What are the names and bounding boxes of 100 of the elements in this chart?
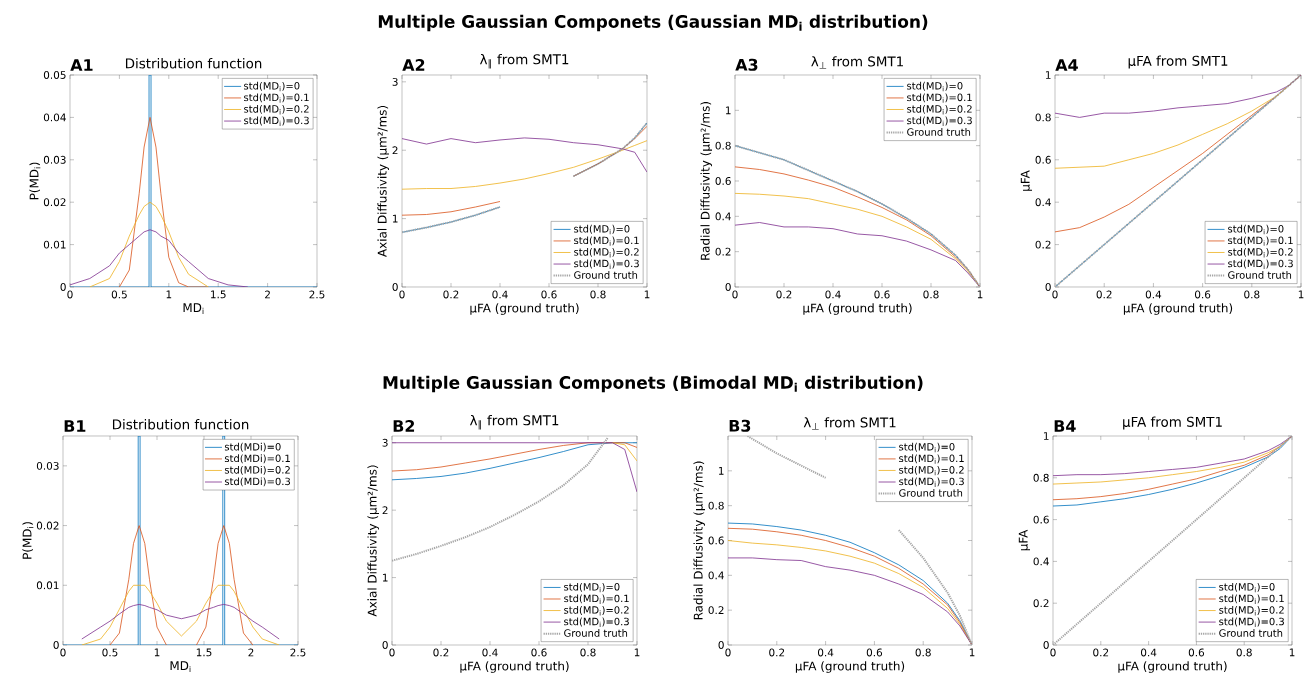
x-tick-label: 0.8 <box>915 648 931 657</box>
y-tick-label: 3 <box>392 77 398 86</box>
legend-label: std(MD$_{i}$)=0.1 <box>899 454 964 464</box>
y-tick-label: 0.2 <box>708 606 724 615</box>
x-tick-label: 1.5 <box>196 648 212 657</box>
y-axis-title: Axial Diffusivity (μm²/ms) <box>367 465 379 617</box>
y-tick-label: 0.4 <box>1033 557 1049 566</box>
y-tick-label: 0.8 <box>715 141 731 150</box>
legend-label: std(MD$_{i}$)=0.3 <box>244 116 309 126</box>
y-tick-label: 0 <box>1045 283 1051 291</box>
y-tick-label: 0.8 <box>1033 473 1049 482</box>
legend-label: Ground truth <box>907 128 971 136</box>
legend-label: std(MD$_{i}$)=0.1 <box>574 236 639 246</box>
y-tick-label: 1 <box>392 214 398 223</box>
x-tick-label: 0.8 <box>1236 648 1252 657</box>
x-tick-label: 1.5 <box>211 290 226 299</box>
legend-label: std(MD$_{i}$)=0.3 <box>1228 259 1293 269</box>
chart-title: λ$_{∥}$ from SMT1 <box>469 414 559 430</box>
y-tick-label: 1 <box>1043 432 1049 440</box>
x-tick-label: 0.6 <box>531 648 547 657</box>
y-tick-label: 0.8 <box>1035 113 1051 122</box>
x-tick-label: 0.2 <box>776 290 792 299</box>
text: B3 <box>729 419 751 432</box>
y-tick-label: 0.4 <box>715 212 731 221</box>
y-tick-label: 0.8 <box>708 501 724 510</box>
x-tick-label: 0.5 <box>111 290 127 299</box>
line-series <box>89 201 209 287</box>
y-tick-label: 0.02 <box>43 198 66 207</box>
x-tick-label: 0 <box>732 290 738 299</box>
y-tick-label: 1 <box>382 573 388 582</box>
legend-label: Ground truth <box>899 489 963 497</box>
legend-label: std(MDi)=0.2 <box>224 465 290 475</box>
legend-label: std(MD$_{i}$)=0.2 <box>574 247 639 258</box>
chart-title: Distribution function <box>125 58 262 69</box>
y-tick-label: 2 <box>392 146 398 155</box>
x-tick-label: 0 <box>399 290 405 299</box>
y-tick-label: 0.02 <box>36 521 59 530</box>
legend-label: Ground truth <box>1219 629 1283 637</box>
y-tick-label: 0.2 <box>715 247 731 256</box>
y-axis-title: μFA <box>1018 529 1031 551</box>
chart-title: λ$_{⊥}$ from SMT1 <box>811 56 903 69</box>
y-axis-title: P(MD$_{i}$) <box>29 162 41 200</box>
x-tick-label: 0.6 <box>541 290 557 299</box>
x-axis-title: μFA (ground truth) <box>795 661 905 673</box>
x-tick-label: 0.4 <box>817 648 834 657</box>
x-axis-title: μFA (ground truth) <box>803 303 912 315</box>
x-tick-label: 0 <box>1052 290 1058 299</box>
legend-label: std(MD$_{i}$)=0.3 <box>564 617 629 627</box>
legend-label: std(MD$_{i}$)=0.1 <box>244 93 309 103</box>
y-tick-label: 0 <box>1043 641 1049 649</box>
legend-label: std(MD$_{i}$)=0 <box>1219 582 1275 593</box>
x-tick-label: 0.8 <box>590 290 606 299</box>
line-series <box>728 557 973 645</box>
y-tick-label: 0 <box>53 641 59 649</box>
chart-title: μFA from SMT1 <box>1128 55 1228 69</box>
x-tick-label: 0.8 <box>923 290 939 299</box>
x-tick-label: 0.2 <box>443 290 459 299</box>
line-series <box>1055 74 1302 118</box>
text: Multiple Gaussian Componets (Bimodal MD$_{i}$ distribution) <box>383 375 923 393</box>
y-tick-label: 0.6 <box>1035 155 1051 164</box>
line-series <box>402 140 648 190</box>
legend-label: std(MD$_{i}$)=0 <box>244 81 300 92</box>
y-tick-label: 1 <box>1045 71 1051 79</box>
x-tick-label: 1 <box>154 648 160 657</box>
x-tick-label: 0.2 <box>433 648 449 657</box>
line-series <box>1053 436 1293 477</box>
y-tick-label: 0.03 <box>36 461 59 470</box>
x-tick-label: 0.2 <box>769 648 785 657</box>
legend-label: std(MD$_{i}$)=0.2 <box>1219 606 1284 616</box>
x-tick-label: 0.6 <box>1194 290 1211 299</box>
legend-label: Ground truth <box>1228 271 1292 279</box>
x-tick-label: 0.4 <box>482 648 498 657</box>
x-tick-label: 1 <box>977 290 983 299</box>
y-tick-label: 0.01 <box>36 581 59 590</box>
y-axis-title: Radial Diffusivity (μm²/ms) <box>700 102 713 260</box>
y-tick-label: 0 <box>725 283 731 291</box>
x-axis-title: μFA (ground truth) <box>1123 303 1233 315</box>
y-tick-label: 0.6 <box>715 177 731 185</box>
line-series <box>81 603 280 640</box>
y-tick-label: 0 <box>60 283 66 291</box>
text: A3 <box>735 58 758 71</box>
y-axis-title: μFA <box>1020 170 1033 191</box>
text: B1 <box>64 420 86 432</box>
y-axis-title: Axial Diffusivity (μm²/ms) <box>377 105 389 257</box>
x-tick-label: 2.5 <box>309 290 325 299</box>
y-axis-title: P(MD$_{i}$) <box>22 522 34 559</box>
legend-label: Ground truth <box>574 271 638 279</box>
y-tick-label: 1 <box>718 467 724 475</box>
legend-label: std(MD$_{i}$)=0.3 <box>574 259 639 269</box>
y-tick-label: 1 <box>725 106 731 115</box>
legend-label: std(MDi)=0.3 <box>224 477 290 487</box>
x-tick-label: 0 <box>67 290 73 299</box>
y-tick-label: 0.4 <box>708 571 724 580</box>
x-tick-label: 2 <box>265 290 270 299</box>
legend-label: std(MD$_{i}$)=0.3 <box>899 477 964 487</box>
y-tick-label: 0 <box>382 641 388 649</box>
x-axis-title: μFA (ground truth) <box>470 303 579 315</box>
legend-label: std(MD$_{i}$)=0 <box>907 81 963 92</box>
text: A1 <box>70 59 93 71</box>
line-series <box>119 117 209 287</box>
